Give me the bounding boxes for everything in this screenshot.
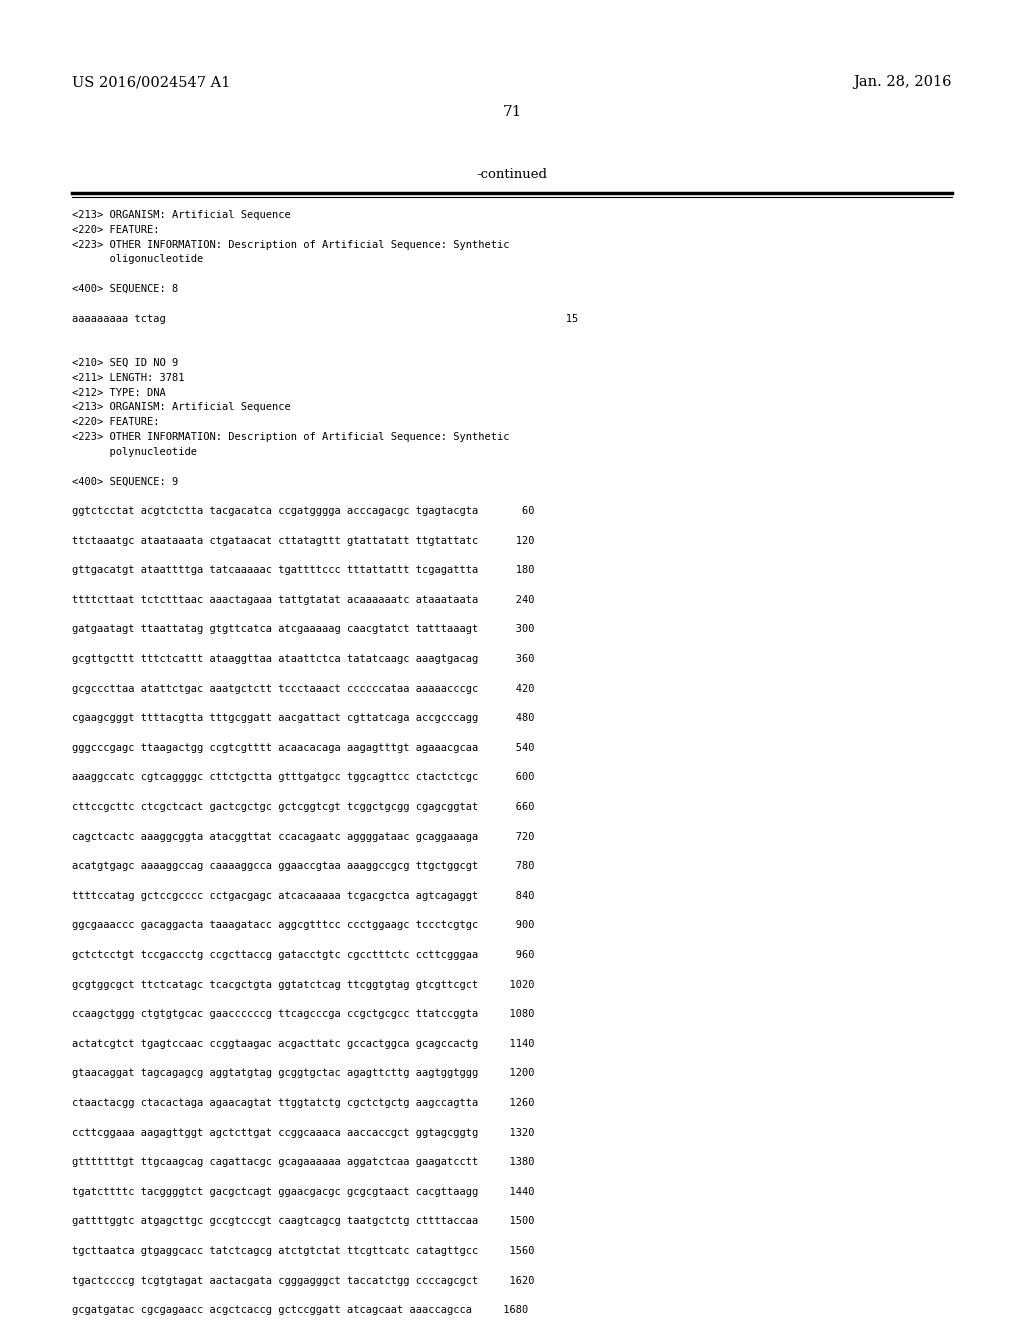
- Text: Jan. 28, 2016: Jan. 28, 2016: [853, 75, 952, 88]
- Text: <212> TYPE: DNA: <212> TYPE: DNA: [72, 388, 166, 397]
- Text: ccaagctggg ctgtgtgcac gaaccccccg ttcagcccga ccgctgcgcc ttatccggta     1080: ccaagctggg ctgtgtgcac gaaccccccg ttcagcc…: [72, 1010, 535, 1019]
- Text: ggtctcctat acgtctctta tacgacatca ccgatgggga acccagacgc tgagtacgta       60: ggtctcctat acgtctctta tacgacatca ccgatgg…: [72, 506, 535, 516]
- Text: cgaagcgggt ttttacgtta tttgcggatt aacgattact cgttatcaga accgcccagg      480: cgaagcgggt ttttacgtta tttgcggatt aacgatt…: [72, 713, 535, 723]
- Text: ttctaaatgc ataataaata ctgataacat cttatagttt gtattatatt ttgtattatc      120: ttctaaatgc ataataaata ctgataacat cttatag…: [72, 536, 535, 545]
- Text: oligonucleotide: oligonucleotide: [72, 255, 203, 264]
- Text: gcgtggcgct ttctcatagc tcacgctgta ggtatctcag ttcggtgtag gtcgttcgct     1020: gcgtggcgct ttctcatagc tcacgctgta ggtatct…: [72, 979, 535, 990]
- Text: <220> FEATURE:: <220> FEATURE:: [72, 417, 160, 428]
- Text: tgcttaatca gtgaggcacc tatctcagcg atctgtctat ttcgttcatc catagttgcc     1560: tgcttaatca gtgaggcacc tatctcagcg atctgtc…: [72, 1246, 535, 1257]
- Text: <213> ORGANISM: Artificial Sequence: <213> ORGANISM: Artificial Sequence: [72, 403, 291, 412]
- Text: <223> OTHER INFORMATION: Description of Artificial Sequence: Synthetic: <223> OTHER INFORMATION: Description of …: [72, 432, 510, 442]
- Text: -continued: -continued: [476, 168, 548, 181]
- Text: gcgttgcttt tttctcattt ataaggttaa ataattctca tatatcaagc aaagtgacag      360: gcgttgcttt tttctcattt ataaggttaa ataattc…: [72, 653, 535, 664]
- Text: ttttccatag gctccgcccc cctgacgagc atcacaaaaa tcgacgctca agtcagaggt      840: ttttccatag gctccgcccc cctgacgagc atcacaa…: [72, 891, 535, 900]
- Text: ggcgaaaccc gacaggacta taaagatacc aggcgtttcc ccctggaagc tccctcgtgc      900: ggcgaaaccc gacaggacta taaagatacc aggcgtt…: [72, 920, 535, 931]
- Text: cttccgcttc ctcgctcact gactcgctgc gctcggtcgt tcggctgcgg cgagcggtat      660: cttccgcttc ctcgctcact gactcgctgc gctcggt…: [72, 803, 535, 812]
- Text: <210> SEQ ID NO 9: <210> SEQ ID NO 9: [72, 358, 178, 368]
- Text: <400> SEQUENCE: 8: <400> SEQUENCE: 8: [72, 284, 178, 294]
- Text: ctaactacgg ctacactaga agaacagtat ttggtatctg cgctctgctg aagccagtta     1260: ctaactacgg ctacactaga agaacagtat ttggtat…: [72, 1098, 535, 1107]
- Text: gggcccgagc ttaagactgg ccgtcgtttt acaacacaga aagagtttgt agaaacgcaa      540: gggcccgagc ttaagactgg ccgtcgtttt acaacac…: [72, 743, 535, 752]
- Text: US 2016/0024547 A1: US 2016/0024547 A1: [72, 75, 230, 88]
- Text: <213> ORGANISM: Artificial Sequence: <213> ORGANISM: Artificial Sequence: [72, 210, 291, 220]
- Text: gatgaatagt ttaattatag gtgttcatca atcgaaaaag caacgtatct tatttaaagt      300: gatgaatagt ttaattatag gtgttcatca atcgaaa…: [72, 624, 535, 635]
- Text: <400> SEQUENCE: 9: <400> SEQUENCE: 9: [72, 477, 178, 486]
- Text: actatcgtct tgagtccaac ccggtaagac acgacttatc gccactggca gcagccactg     1140: actatcgtct tgagtccaac ccggtaagac acgactt…: [72, 1039, 535, 1049]
- Text: cagctcactc aaaggcggta atacggttat ccacagaatc aggggataac gcaggaaaga      720: cagctcactc aaaggcggta atacggttat ccacaga…: [72, 832, 535, 842]
- Text: gttgacatgt ataattttga tatcaaaaac tgattttccc tttattattt tcgagattta      180: gttgacatgt ataattttga tatcaaaaac tgatttt…: [72, 565, 535, 576]
- Text: ccttcggaaa aagagttggt agctcttgat ccggcaaaca aaccaccgct ggtagcggtg     1320: ccttcggaaa aagagttggt agctcttgat ccggcaa…: [72, 1127, 535, 1138]
- Text: aaaggccatc cgtcaggggc cttctgctta gtttgatgcc tggcagttcc ctactctcgc      600: aaaggccatc cgtcaggggc cttctgctta gtttgat…: [72, 772, 535, 783]
- Text: polynucleotide: polynucleotide: [72, 446, 197, 457]
- Text: gcgcccttaa atattctgac aaatgctctt tccctaaact ccccccataa aaaaacccgc      420: gcgcccttaa atattctgac aaatgctctt tccctaa…: [72, 684, 535, 693]
- Text: <220> FEATURE:: <220> FEATURE:: [72, 224, 160, 235]
- Text: ttttcttaat tctctttaac aaactagaaa tattgtatat acaaaaaatc ataaataata      240: ttttcttaat tctctttaac aaactagaaa tattgta…: [72, 595, 535, 605]
- Text: gattttggtc atgagcttgc gccgtcccgt caagtcagcg taatgctctg cttttaccaa     1500: gattttggtc atgagcttgc gccgtcccgt caagtca…: [72, 1217, 535, 1226]
- Text: gtttttttgt ttgcaagcag cagattacgc gcagaaaaaa aggatctcaa gaagatcctt     1380: gtttttttgt ttgcaagcag cagattacgc gcagaaa…: [72, 1158, 535, 1167]
- Text: gtaacaggat tagcagagcg aggtatgtag gcggtgctac agagttcttg aagtggtggg     1200: gtaacaggat tagcagagcg aggtatgtag gcggtgc…: [72, 1068, 535, 1078]
- Text: <223> OTHER INFORMATION: Description of Artificial Sequence: Synthetic: <223> OTHER INFORMATION: Description of …: [72, 240, 510, 249]
- Text: gcgatgatac cgcgagaacc acgctcaccg gctccggatt atcagcaat aaaccagcca     1680: gcgatgatac cgcgagaacc acgctcaccg gctccgg…: [72, 1305, 528, 1315]
- Text: aaaaaaaaa tctag                                                                1: aaaaaaaaa tctag 1: [72, 314, 579, 323]
- Text: tgactccccg tcgtgtagat aactacgata cgggagggct taccatctgg ccccagcgct     1620: tgactccccg tcgtgtagat aactacgata cgggagg…: [72, 1275, 535, 1286]
- Text: 71: 71: [503, 106, 521, 119]
- Text: gctctcctgt tccgaccctg ccgcttaccg gatacctgtc cgcctttctc ccttcgggaa      960: gctctcctgt tccgaccctg ccgcttaccg gatacct…: [72, 950, 535, 960]
- Text: tgatcttttc tacggggtct gacgctcagt ggaacgacgc gcgcgtaact cacgttaagg     1440: tgatcttttc tacggggtct gacgctcagt ggaacga…: [72, 1187, 535, 1197]
- Text: <211> LENGTH: 3781: <211> LENGTH: 3781: [72, 372, 184, 383]
- Text: acatgtgagc aaaaggccag caaaaggcca ggaaccgtaa aaaggccgcg ttgctggcgt      780: acatgtgagc aaaaggccag caaaaggcca ggaaccg…: [72, 861, 535, 871]
